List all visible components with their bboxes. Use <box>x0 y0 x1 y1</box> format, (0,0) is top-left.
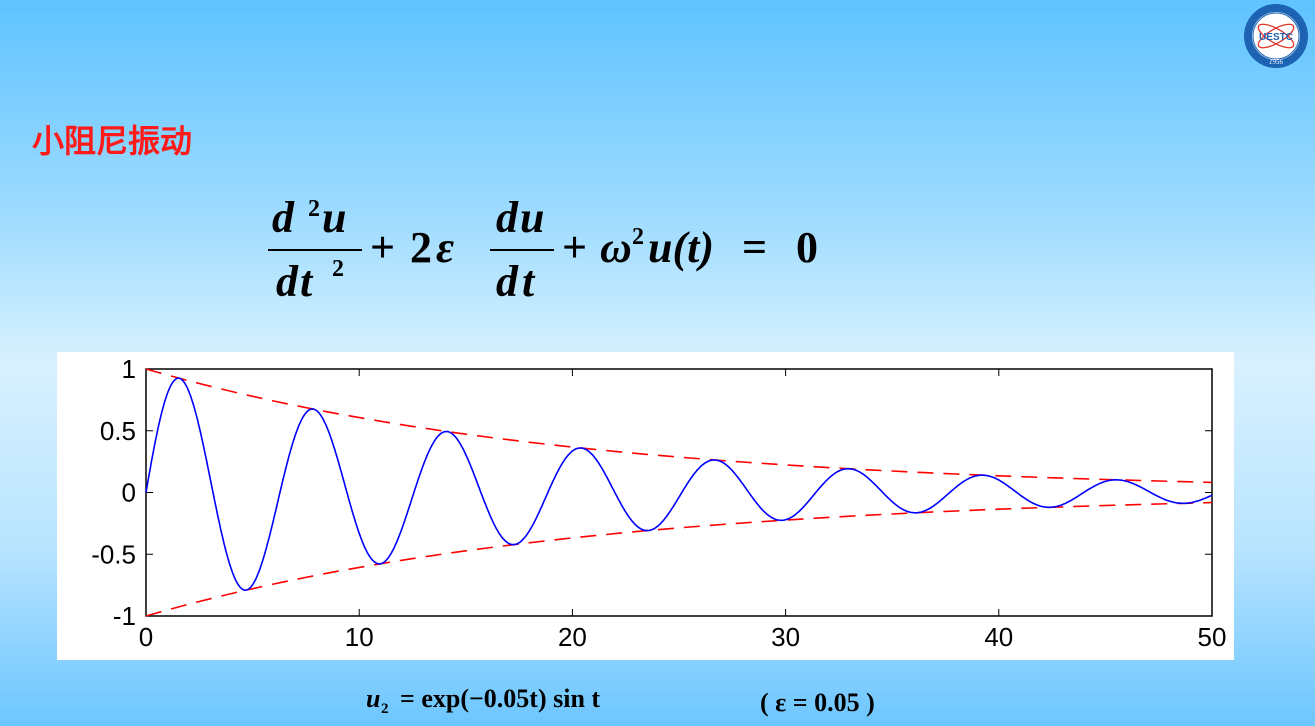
eq-ut: u(t) <box>648 223 714 272</box>
solution-caption: u 2 = exp(−0.05t) sin t ( ε = 0.05 ) <box>366 684 875 717</box>
eq-omega: ω <box>600 223 632 272</box>
logo-year: 1956 <box>1269 58 1284 66</box>
caption-sub: 2 <box>381 701 389 717</box>
logo-text: UESTC <box>1259 32 1293 43</box>
eq-two: 2 <box>410 223 432 272</box>
eq-equals: = <box>742 223 767 272</box>
eq-plus1: + <box>370 223 395 272</box>
x-tick-label: 30 <box>771 622 800 652</box>
x-tick-label: 50 <box>1198 622 1227 652</box>
caption-param: ( ε = 0.05 ) <box>760 688 875 717</box>
eq-plus2: + <box>562 223 587 272</box>
caption-formula: = exp(−0.05t) sin t <box>400 684 600 713</box>
eq-d3: d <box>496 193 519 242</box>
damped-sine-line <box>145 377 1213 592</box>
x-tick-label: 0 <box>139 622 153 652</box>
eq-u2: u <box>520 193 544 242</box>
x-tick-label: 20 <box>558 622 587 652</box>
damped-oscillation-equation: d 2 u d t 2 + 2 ε d u d t + ω 2 u(t) = 0 <box>268 193 818 306</box>
plot-panel: 0 10 20 30 40 50 1 0.5 0 -0.5 -1 <box>57 352 1234 660</box>
university-logo: UESTC 1956 <box>1244 4 1308 68</box>
slide-title: 小阻尼振动 <box>32 122 193 160</box>
eq-sq3: 2 <box>632 224 644 250</box>
y-tick-label: 0.5 <box>100 416 136 446</box>
caption-u: u <box>366 684 380 713</box>
x-tick-label: 40 <box>984 622 1013 652</box>
y-tick-label: 1 <box>122 354 136 384</box>
eq-epsilon: ε <box>436 223 454 272</box>
lower-envelope-line <box>145 501 1213 617</box>
eq-t2: t <box>522 257 536 306</box>
y-tick-label: -1 <box>113 601 136 631</box>
eq-t1: t <box>300 257 314 306</box>
eq-sq1: 2 <box>308 196 320 222</box>
eq-d4: d <box>496 257 519 306</box>
y-tick-label: -0.5 <box>91 539 136 569</box>
eq-u1: u <box>322 193 346 242</box>
eq-d1: d <box>272 193 295 242</box>
eq-d2: d <box>276 257 299 306</box>
upper-envelope-line <box>145 368 1213 484</box>
eq-sq2: 2 <box>332 256 344 282</box>
y-tick-label: 0 <box>122 478 136 508</box>
eq-zero: 0 <box>796 223 818 272</box>
damped-sine-chart: 0 10 20 30 40 50 1 0.5 0 -0.5 -1 <box>91 354 1227 652</box>
plot-frame <box>145 368 1213 617</box>
x-tick-label: 10 <box>345 622 374 652</box>
